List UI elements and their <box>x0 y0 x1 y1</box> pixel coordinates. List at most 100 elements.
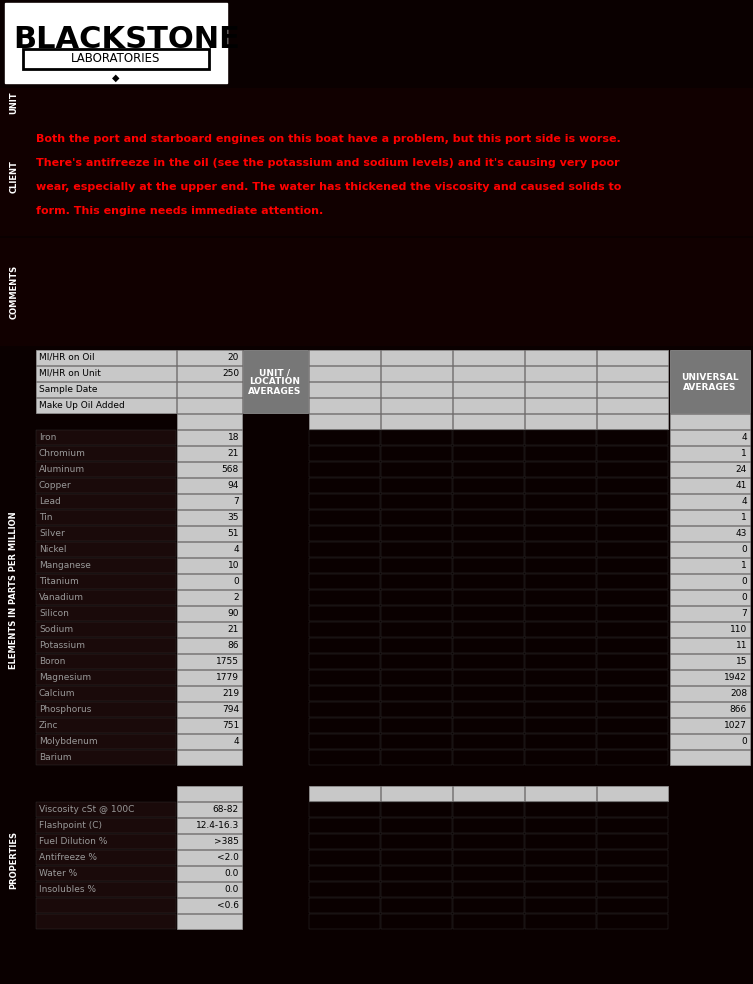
Bar <box>597 850 668 865</box>
Bar <box>309 430 380 445</box>
Bar <box>525 866 596 881</box>
Text: 12.4-16.3: 12.4-16.3 <box>196 821 239 830</box>
Bar <box>309 818 380 833</box>
Bar <box>309 654 380 669</box>
Text: 94: 94 <box>227 480 239 489</box>
Text: MI/HR on Oil: MI/HR on Oil <box>39 352 95 361</box>
Bar <box>453 786 524 801</box>
Text: 35: 35 <box>227 513 239 522</box>
Text: Nickel: Nickel <box>39 544 66 553</box>
Text: 1: 1 <box>741 449 747 458</box>
Bar <box>309 802 380 817</box>
Text: Boron: Boron <box>39 656 66 665</box>
Bar <box>381 542 452 557</box>
Text: AVERAGES: AVERAGES <box>683 383 736 392</box>
Bar <box>453 702 524 717</box>
Bar <box>525 558 596 573</box>
Text: There's antifreeze in the oil (see the potassium and sodium levels) and it's cau: There's antifreeze in the oil (see the p… <box>36 158 620 168</box>
Bar <box>597 786 668 801</box>
Bar <box>453 430 524 445</box>
Bar <box>597 430 668 445</box>
Text: 0.0: 0.0 <box>224 869 239 878</box>
Text: 4: 4 <box>233 736 239 746</box>
Bar <box>36 462 176 477</box>
Bar <box>670 686 750 701</box>
Text: 41: 41 <box>736 480 747 489</box>
Text: 4: 4 <box>233 544 239 553</box>
Text: 86: 86 <box>227 641 239 649</box>
Bar <box>177 702 242 717</box>
Text: 90: 90 <box>227 608 239 618</box>
Text: 0.0: 0.0 <box>224 885 239 893</box>
Bar <box>453 898 524 913</box>
Bar <box>525 654 596 669</box>
Text: <0.6: <0.6 <box>217 900 239 909</box>
Bar <box>36 510 176 525</box>
Text: Both the port and starboard engines on this boat have a problem, but this port s: Both the port and starboard engines on t… <box>36 134 620 144</box>
Text: form. This engine needs immediate attention.: form. This engine needs immediate attent… <box>36 206 323 216</box>
Bar <box>309 446 380 461</box>
Bar <box>597 366 668 381</box>
Bar <box>177 638 242 653</box>
Bar <box>453 590 524 605</box>
Bar <box>525 670 596 685</box>
Bar <box>670 414 750 429</box>
Text: 250: 250 <box>222 368 239 378</box>
Bar <box>36 542 176 557</box>
Bar <box>525 526 596 541</box>
Bar <box>381 898 452 913</box>
Bar <box>525 686 596 701</box>
Text: 7: 7 <box>741 608 747 618</box>
Bar <box>243 350 308 413</box>
Bar <box>453 718 524 733</box>
Bar <box>597 414 668 429</box>
Text: 11: 11 <box>736 641 747 649</box>
Bar <box>525 350 596 365</box>
Bar <box>670 430 750 445</box>
Text: 43: 43 <box>736 528 747 537</box>
Bar <box>36 818 176 833</box>
Bar <box>525 398 596 413</box>
Bar <box>453 882 524 897</box>
Text: Fuel Dilution %: Fuel Dilution % <box>39 836 108 845</box>
Bar <box>670 590 750 605</box>
Bar <box>177 462 242 477</box>
Bar <box>309 350 380 365</box>
Bar <box>597 734 668 749</box>
Bar <box>36 638 176 653</box>
Bar <box>177 622 242 637</box>
Bar <box>36 606 176 621</box>
Text: 21: 21 <box>227 625 239 634</box>
Bar <box>381 606 452 621</box>
Bar <box>525 494 596 509</box>
Bar <box>670 750 750 765</box>
Text: 51: 51 <box>227 528 239 537</box>
Bar <box>309 510 380 525</box>
Bar <box>309 478 380 493</box>
Bar <box>381 670 452 685</box>
Bar <box>597 866 668 881</box>
Bar <box>525 430 596 445</box>
Text: PROPERTIES: PROPERTIES <box>10 831 19 889</box>
Bar <box>453 398 524 413</box>
Text: Make Up Oil Added: Make Up Oil Added <box>39 400 125 409</box>
Bar <box>597 882 668 897</box>
Text: 20: 20 <box>227 352 239 361</box>
Text: Water %: Water % <box>39 869 78 878</box>
Bar <box>597 898 668 913</box>
Text: 0: 0 <box>741 592 747 601</box>
Bar <box>36 350 176 365</box>
Bar <box>177 590 242 605</box>
Bar <box>36 574 176 589</box>
Bar <box>525 606 596 621</box>
Bar <box>670 558 750 573</box>
Text: 15: 15 <box>736 656 747 665</box>
Bar <box>453 834 524 849</box>
Bar <box>597 558 668 573</box>
Bar <box>453 686 524 701</box>
Text: 208: 208 <box>730 689 747 698</box>
Bar <box>36 654 176 669</box>
Text: MI/HR on Unit: MI/HR on Unit <box>39 368 101 378</box>
Bar <box>36 850 176 865</box>
Text: 4: 4 <box>742 433 747 442</box>
